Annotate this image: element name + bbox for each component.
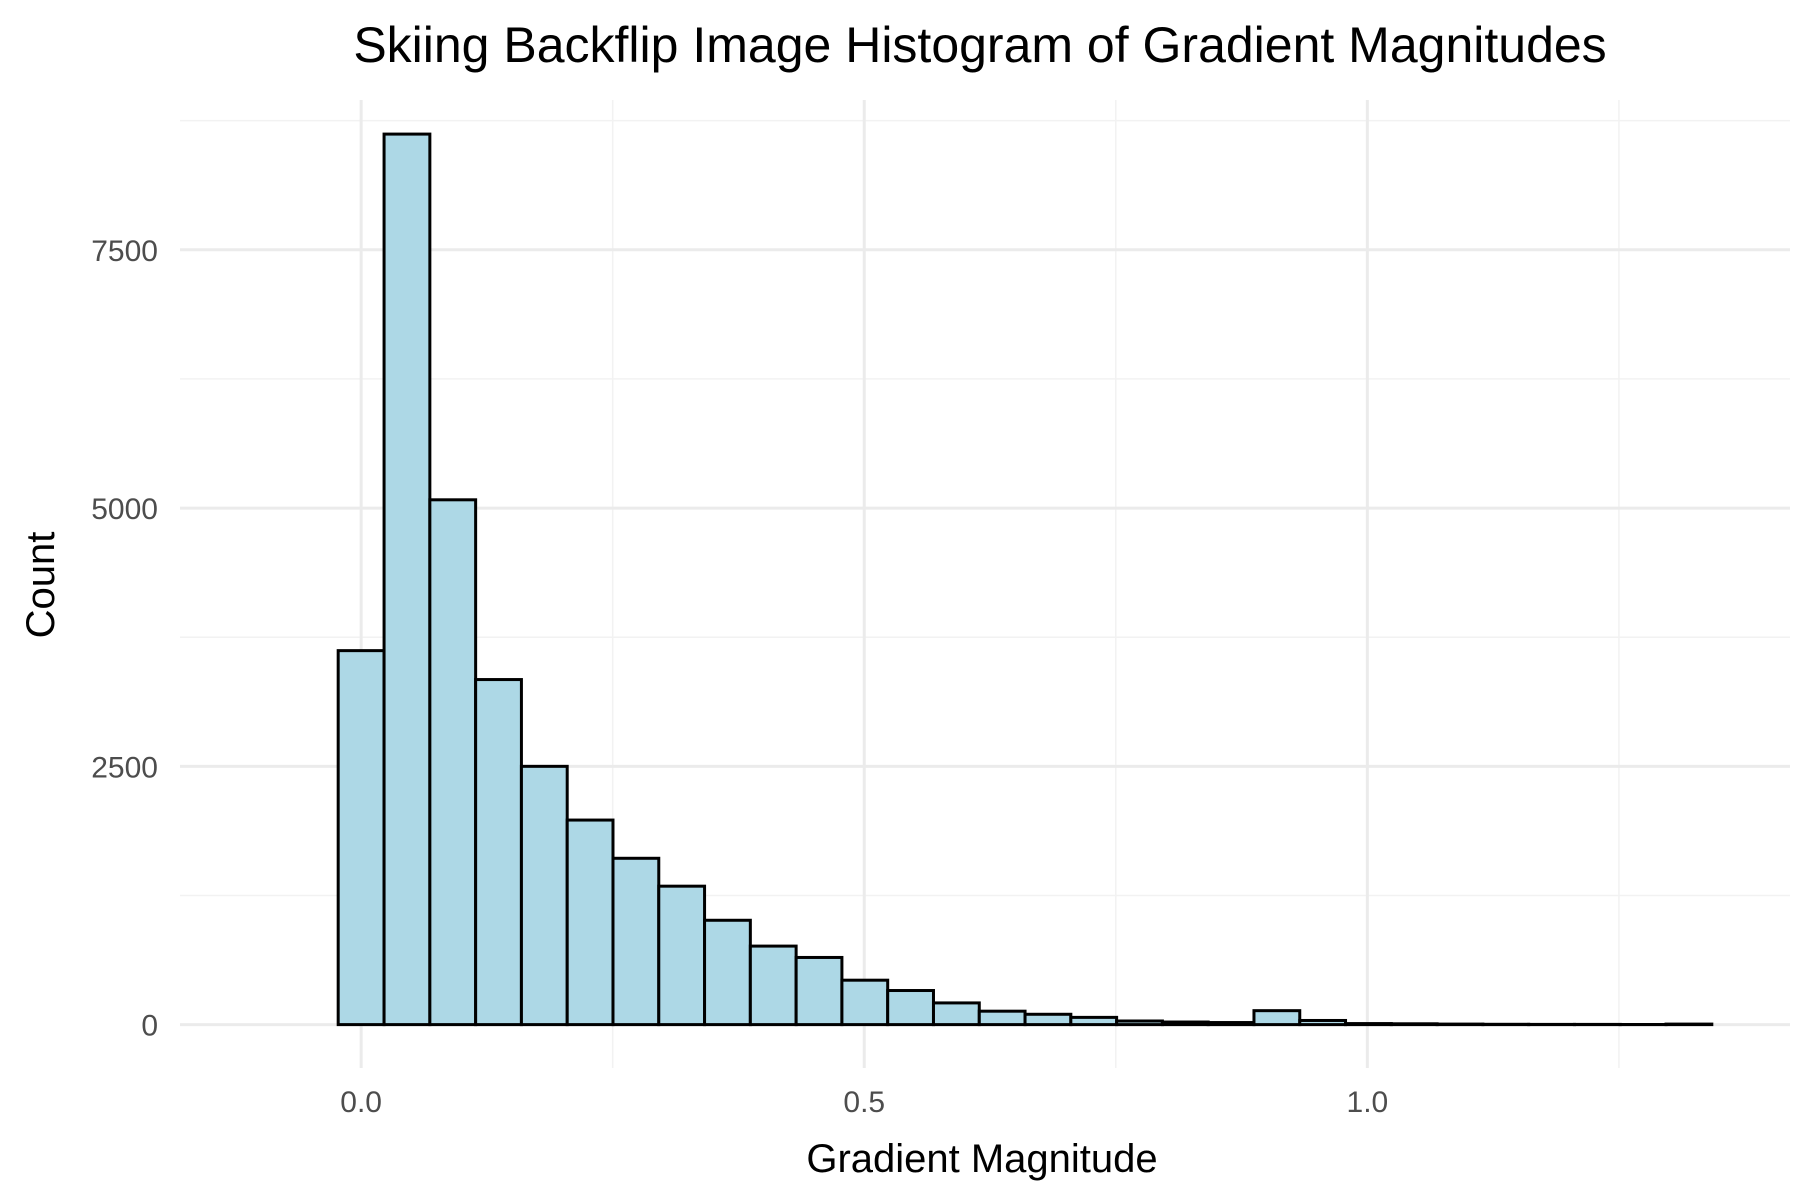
histogram-bar-7	[611, 856, 661, 1027]
x-tick-label: 0.0	[340, 1086, 382, 1119]
y-tick-label: 7500	[91, 235, 158, 268]
histogram-bar-18	[1115, 1019, 1164, 1027]
histogram-bar-9	[703, 918, 752, 1027]
histogram-bar-5	[519, 764, 569, 1027]
tick-labels-layer: 0.0 0.5 1.0 0 2500 5000 7500	[91, 235, 1388, 1119]
y-axis-title: Count	[19, 532, 63, 639]
histogram-bar-19	[1160, 1020, 1210, 1027]
histogram-bar-24	[1389, 1022, 1439, 1027]
histogram-bar-14	[931, 1001, 981, 1027]
y-tick-label: 2500	[91, 751, 158, 784]
x-tick-label: 1.0	[1347, 1086, 1389, 1119]
histogram-bar-11	[794, 955, 844, 1027]
histogram-bar-6	[565, 818, 615, 1027]
chart-title: Skiing Backflip Image Histogram of Gradi…	[353, 17, 1606, 73]
histogram-bar-23	[1344, 1022, 1393, 1027]
histogram-bar-20	[1206, 1021, 1256, 1027]
histogram-bar-13	[886, 989, 935, 1027]
histogram-bar-25	[1435, 1022, 1485, 1027]
histogram-bar-22	[1298, 1018, 1348, 1027]
histogram-bar-4	[474, 678, 523, 1027]
y-tick-label: 0	[141, 1010, 158, 1043]
histogram-bar-16	[1023, 1012, 1073, 1027]
histogram-bar-30	[1664, 1022, 1714, 1027]
histogram-bar-1	[336, 649, 386, 1027]
x-axis-title: Gradient Magnitude	[806, 1137, 1157, 1181]
bars-layer	[336, 132, 1714, 1027]
histogram-bar-2	[382, 132, 432, 1027]
histogram-bar-3	[428, 498, 478, 1027]
histogram-bar-15	[977, 1009, 1027, 1027]
y-tick-label: 5000	[91, 493, 158, 526]
histogram-bar-17	[1069, 1015, 1119, 1027]
histogram-bar-12	[840, 978, 890, 1027]
histogram-bar-8	[657, 884, 707, 1027]
histogram-bar-10	[748, 944, 798, 1027]
x-tick-label: 0.5	[843, 1086, 885, 1119]
histogram-bar-21	[1252, 1009, 1302, 1027]
